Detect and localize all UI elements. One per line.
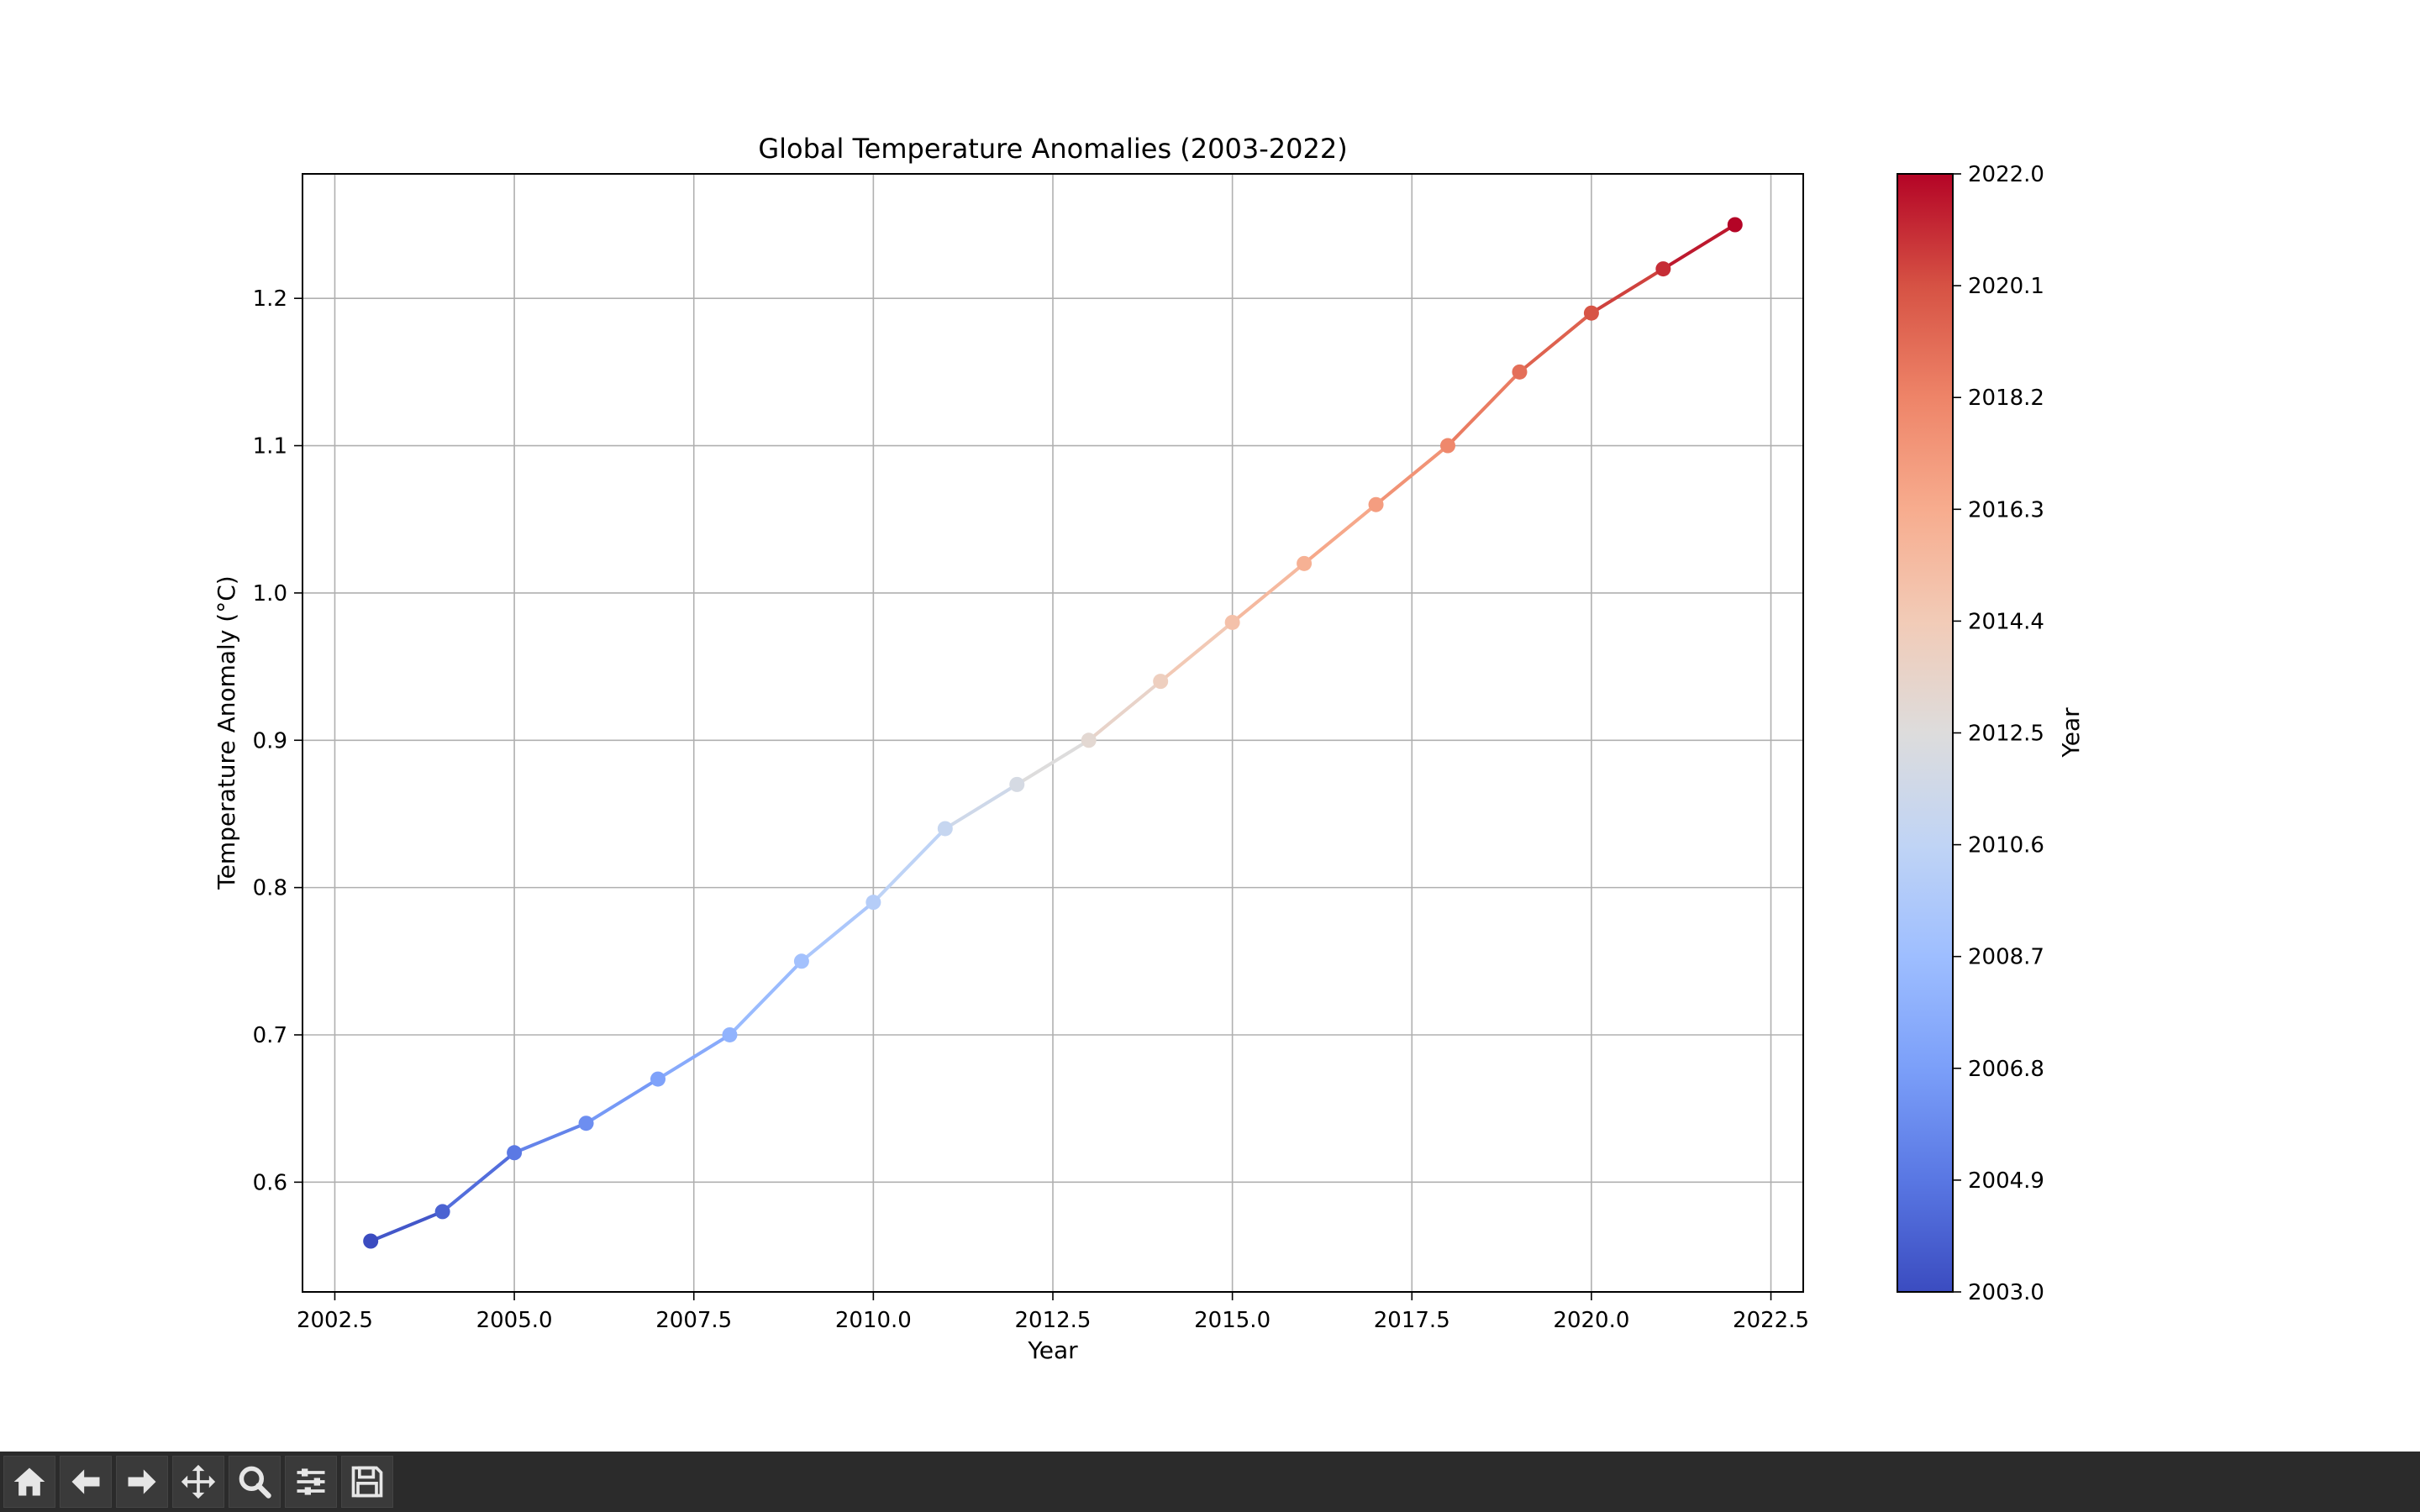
- data-point: [865, 895, 881, 911]
- line-segment: [1086, 680, 1163, 743]
- floppy-disk-icon: [351, 1466, 383, 1498]
- line-segment: [1230, 561, 1307, 624]
- x-tick-label: 2020.0: [1553, 1308, 1629, 1333]
- colorbar-tick-label: 2018.2: [1968, 386, 2044, 411]
- data-point: [1655, 261, 1671, 277]
- line-segment: [1661, 223, 1737, 271]
- line-segment: [513, 1121, 588, 1155]
- y-tick-label: 1.0: [253, 581, 287, 606]
- colorbar: 2003.0 2004.9 2006.8 2008.7 2010.6 2012.5 2014…: [1897, 162, 2085, 1305]
- line-segment: [656, 1032, 732, 1081]
- line-segment: [440, 1151, 517, 1214]
- y-tick-label: 0.8: [253, 876, 287, 901]
- colorbar-tick-label: 2004.9: [1968, 1168, 2044, 1194]
- colorbar-gradient: [1897, 173, 1954, 1293]
- sliders-icon: [297, 1468, 325, 1495]
- data-point: [722, 1026, 738, 1042]
- colorbar-tick-label: 2003.0: [1968, 1280, 2044, 1305]
- plot-area-frame: [302, 173, 1804, 1293]
- data-point: [937, 821, 953, 837]
- magnifier-icon: [239, 1466, 271, 1499]
- move-icon: [181, 1464, 216, 1499]
- data-point: [1153, 674, 1169, 690]
- data-point: [1297, 555, 1313, 571]
- back-button[interactable]: [60, 1456, 112, 1508]
- x-tick-label: 2007.5: [655, 1308, 732, 1333]
- forward-button[interactable]: [116, 1456, 168, 1508]
- arrow-right-icon: [128, 1469, 156, 1494]
- x-tick-label: 2005.0: [476, 1308, 553, 1333]
- line-segment: [1589, 267, 1665, 315]
- line-segment: [584, 1077, 660, 1126]
- colorbar-tick-label: 2012.5: [1968, 722, 2044, 747]
- data-point: [1081, 732, 1097, 748]
- grid: [302, 174, 1803, 1292]
- colorbar-tick-label: 2022.0: [1968, 162, 2044, 187]
- y-tick-label: 0.6: [253, 1170, 287, 1195]
- data-point: [1440, 438, 1455, 454]
- colorbar-tick-label: 2016.3: [1968, 497, 2044, 522]
- data-point: [1009, 776, 1025, 792]
- line-segment: [1374, 444, 1449, 507]
- x-axis-label: Year: [1027, 1336, 1078, 1364]
- y-tick-label: 1.2: [253, 286, 287, 312]
- x-tick-label: 2015.0: [1194, 1308, 1270, 1333]
- y-tick-label: 0.7: [253, 1023, 287, 1048]
- zoom-button[interactable]: [229, 1456, 281, 1508]
- arrow-left-icon: [71, 1469, 100, 1494]
- data-point: [650, 1071, 666, 1087]
- data-point: [507, 1145, 523, 1161]
- axis-ticks: 2002.5 2005.0 2007.5 2010.0 2012.5 2015.0 2017…: [253, 286, 1809, 1333]
- x-tick-label: 2010.0: [835, 1308, 912, 1333]
- data-point: [1224, 614, 1240, 630]
- colorbar-tick-label: 2006.8: [1968, 1057, 2044, 1082]
- y-axis-label: Temperature Anomaly (°C): [213, 575, 240, 890]
- line-segment: [1159, 620, 1234, 684]
- colorbar-tick-label: 2020.1: [1968, 274, 2044, 299]
- x-tick-label: 2012.5: [1015, 1308, 1092, 1333]
- x-tick-label: 2002.5: [297, 1308, 373, 1333]
- data-point: [1727, 217, 1743, 233]
- x-tick-label: 2017.5: [1374, 1308, 1450, 1333]
- data-points: [363, 217, 1743, 1249]
- line-segment: [1015, 738, 1091, 786]
- home-button[interactable]: [3, 1456, 55, 1508]
- data-point: [434, 1204, 450, 1220]
- configure-button[interactable]: [285, 1456, 337, 1508]
- save-button[interactable]: [341, 1456, 393, 1508]
- y-tick-label: 1.1: [253, 434, 287, 459]
- data-point: [1512, 364, 1528, 380]
- navigation-toolbar: [0, 1452, 2420, 1512]
- data-point: [363, 1233, 379, 1249]
- line-chart: Global Temperature Anomalies (2003-2022)…: [213, 133, 2085, 1364]
- line-segment: [369, 1210, 445, 1243]
- home-icon: [13, 1467, 45, 1496]
- colorbar-ticks: 2003.0 2004.9 2006.8 2008.7 2010.6 2012.5 2014…: [1953, 162, 2044, 1305]
- colorbar-tick-label: 2008.7: [1968, 945, 2044, 970]
- line-segment: [1446, 370, 1522, 448]
- line-segment: [1302, 502, 1378, 565]
- line-segment: [943, 782, 1019, 831]
- data-line: [369, 223, 1737, 1243]
- line-segment: [799, 900, 876, 963]
- line-segment: [1518, 311, 1593, 374]
- figure: Global Temperature Anomalies (2003-2022)…: [213, 133, 2085, 1364]
- y-tick-label: 0.9: [253, 728, 287, 753]
- colorbar-tick-label: 2014.4: [1968, 609, 2044, 634]
- line-segment: [728, 959, 803, 1037]
- data-point: [1368, 496, 1384, 512]
- line-segment: [871, 827, 947, 905]
- x-tick-label: 2022.5: [1733, 1308, 1809, 1333]
- data-point: [1583, 305, 1599, 321]
- pan-button[interactable]: [172, 1456, 224, 1508]
- colorbar-label: Year: [2057, 707, 2085, 759]
- colorbar-tick-label: 2010.6: [1968, 833, 2044, 858]
- data-point: [793, 953, 809, 969]
- chart-title: Global Temperature Anomalies (2003-2022): [758, 133, 1347, 165]
- data-point: [578, 1116, 594, 1131]
